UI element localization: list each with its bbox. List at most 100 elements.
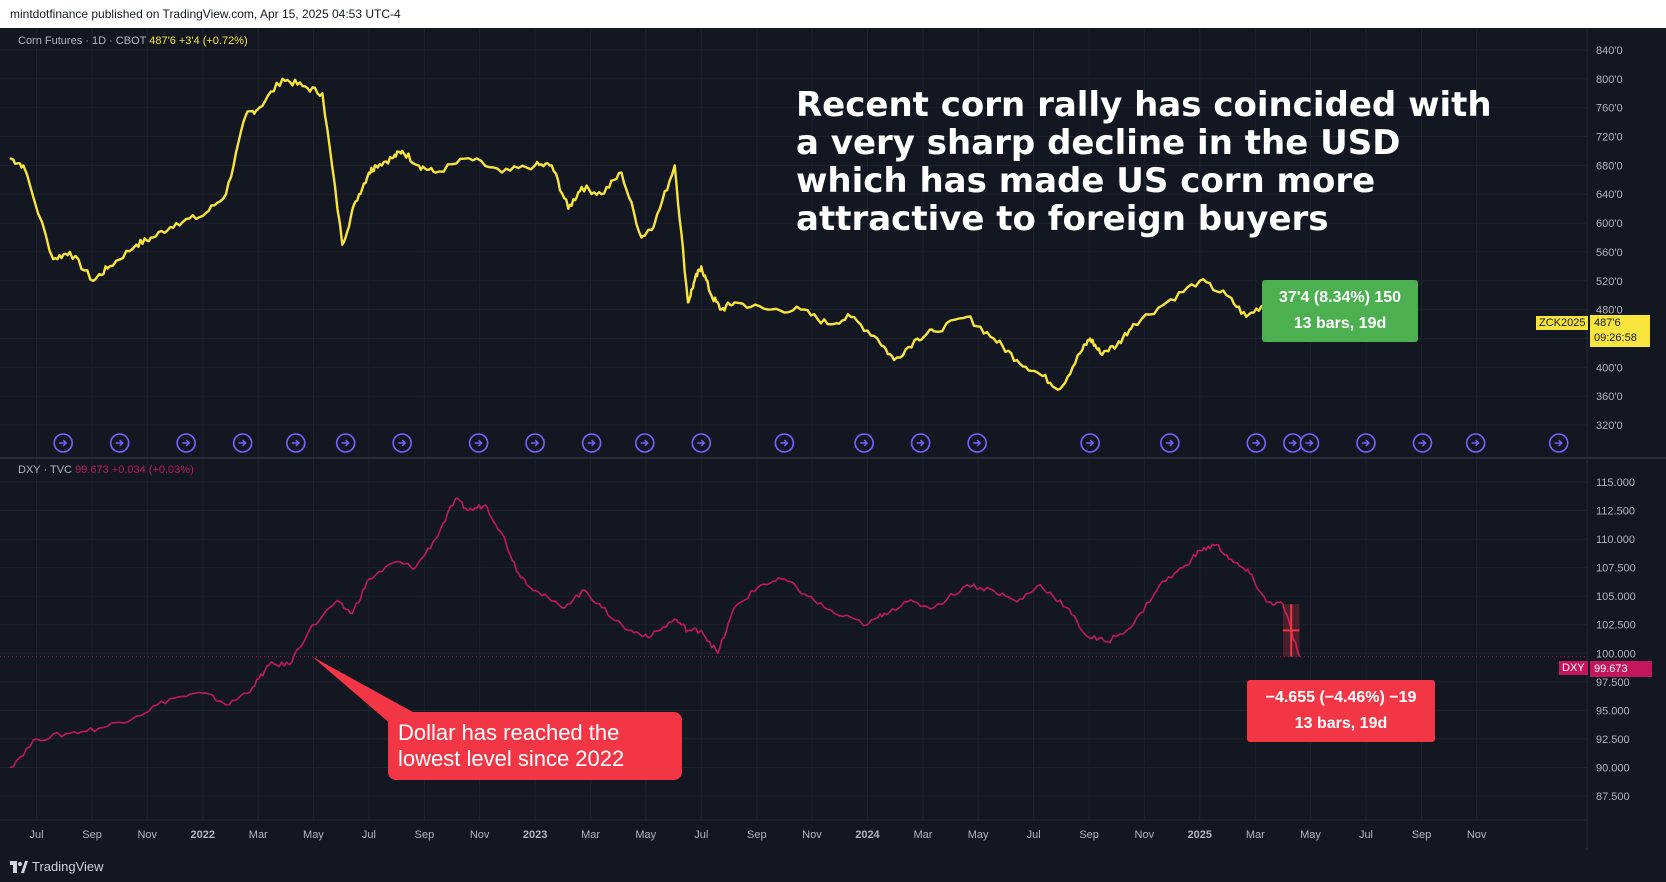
y-tick-label: 97.500 xyxy=(1596,677,1630,689)
dxy-measure-callout: −4.655 (−4.46%) −19 13 bars, 19d xyxy=(1247,680,1435,742)
corn-series-line xyxy=(9,77,1301,391)
x-tick-label: Mar xyxy=(581,829,600,841)
corn-legend-change: +3'4 (+0.72%) xyxy=(178,35,248,47)
x-tick-label: Mar xyxy=(249,829,268,841)
event-marker-icon[interactable] xyxy=(109,433,130,453)
x-tick-label: Nov xyxy=(1135,829,1155,841)
event-marker-icon[interactable] xyxy=(854,433,874,453)
tradingview-brand[interactable]: TradingView xyxy=(10,859,104,874)
corn-legend[interactable]: Corn Futures · 1D · CBOT 487'6 +3'4 (+0.… xyxy=(18,35,248,47)
x-tick-label: May xyxy=(635,829,656,841)
event-marker-icon[interactable] xyxy=(232,433,253,453)
y-tick-label: 105.000 xyxy=(1596,591,1636,603)
y-tick-label: 360'0 xyxy=(1596,391,1623,403)
y-tick-label: 560'0 xyxy=(1596,247,1623,259)
y-tick-label: 400'0 xyxy=(1596,362,1623,374)
y-tick-label: 760'0 xyxy=(1596,103,1623,115)
x-tick-label: Sep xyxy=(415,829,435,841)
corn-ticker-tag: ZCK2025 xyxy=(1536,316,1589,330)
event-marker-icon[interactable] xyxy=(525,433,545,453)
x-tick-label: Mar xyxy=(1246,829,1265,841)
y-tick-label: 100.000 xyxy=(1596,648,1636,660)
dxy-measure-line1: −4.655 (−4.46%) −19 xyxy=(1265,689,1417,706)
event-marker-icon[interactable] xyxy=(967,433,987,453)
x-tick-label: Mar xyxy=(913,829,932,841)
corn-legend-last: 487'6 xyxy=(149,35,176,47)
y-tick-label: 520'0 xyxy=(1596,276,1623,288)
event-marker-icon[interactable] xyxy=(1283,433,1303,453)
dxy-legend[interactable]: DXY · TVC 99.673 +0.034 (+0.03%) xyxy=(18,464,194,476)
corn-price-box: 487'6 09:26:58 xyxy=(1590,315,1650,347)
dxy-measure-line2: 13 bars, 19d xyxy=(1294,715,1388,732)
dxy-legend-change: +0.034 (+0.03%) xyxy=(111,464,194,476)
y-tick-label: 720'0 xyxy=(1596,132,1623,144)
y-tick-label: 110.000 xyxy=(1596,534,1635,546)
event-marker-icon[interactable] xyxy=(1356,433,1376,453)
x-tick-label: 2024 xyxy=(855,829,880,841)
y-tick-label: 600'0 xyxy=(1596,218,1623,230)
event-marker-icon[interactable] xyxy=(634,433,655,453)
x-tick-label: May xyxy=(1300,829,1321,841)
dxy-legend-name: DXY · TVC xyxy=(18,464,72,476)
drawing-layer xyxy=(0,299,1587,732)
y-tick-label: 87.500 xyxy=(1596,791,1630,803)
event-marker-icon[interactable] xyxy=(1412,433,1433,453)
y-tick-label: 840'0 xyxy=(1596,45,1623,57)
event-marker-icon[interactable] xyxy=(581,433,602,453)
y-tick-label: 115.000 xyxy=(1596,477,1635,489)
corn-measure-callout: 37'4 (8.34%) 150 13 bars, 19d xyxy=(1262,280,1418,342)
event-marker-icon[interactable] xyxy=(774,433,795,453)
y-tick-label: 480'0 xyxy=(1596,305,1623,317)
event-marker-icon[interactable] xyxy=(392,433,412,453)
x-tick-label: 2023 xyxy=(523,829,547,841)
tradingview-brand-label: TradingView xyxy=(32,859,104,874)
x-tick-label: May xyxy=(968,829,989,841)
event-marker-icon[interactable] xyxy=(176,433,196,453)
event-marker-icon[interactable] xyxy=(1246,433,1267,453)
y-tick-label: 320'0 xyxy=(1596,420,1623,432)
event-marker-icon[interactable] xyxy=(53,433,73,453)
series-layer xyxy=(9,77,1301,769)
dxy-price-box: 99.673 xyxy=(1590,661,1652,677)
x-tick-label: 2025 xyxy=(1188,829,1212,841)
dxy-price-last: 99.673 xyxy=(1594,663,1628,675)
event-marker-icon[interactable] xyxy=(335,433,356,453)
x-tick-label: Nov xyxy=(137,829,157,841)
event-marker-icon[interactable] xyxy=(910,433,931,453)
event-marker-icon[interactable] xyxy=(1080,433,1100,453)
event-marker-icon[interactable] xyxy=(1548,433,1569,453)
dxy-ticker-tag: DXY xyxy=(1559,661,1588,675)
y-tick-label: 92.500 xyxy=(1596,734,1630,746)
event-marker-icon[interactable] xyxy=(1299,433,1320,453)
y-tick-label: 640'0 xyxy=(1596,189,1623,201)
x-tick-label: 2022 xyxy=(191,829,215,841)
x-tick-label: Nov xyxy=(802,829,822,841)
chart-area[interactable]: 840'0 800'0 760'0 720'0 680'0 640'0 600'0 560'0… xyxy=(0,28,1666,850)
x-tick-label: Sep xyxy=(82,829,102,841)
axis-layer: 840'0 800'0 760'0 720'0 680'0 640'0 600'0 560'0… xyxy=(30,45,1636,841)
x-tick-label: May xyxy=(303,829,324,841)
corn-measure-line1: 37'4 (8.34%) 150 xyxy=(1278,289,1402,306)
marker-layer xyxy=(53,433,1569,453)
event-marker-icon[interactable] xyxy=(1465,433,1486,453)
footer-bar: TradingView xyxy=(0,850,1666,882)
y-tick-label: 95.000 xyxy=(1596,705,1630,717)
dxy-series-line xyxy=(9,497,1301,769)
event-marker-icon[interactable] xyxy=(468,433,489,453)
y-tick-label: 800'0 xyxy=(1596,74,1623,86)
event-marker-icon[interactable] xyxy=(691,433,712,453)
x-tick-label: Jul xyxy=(694,829,708,841)
y-tick-label: 680'0 xyxy=(1596,160,1623,172)
corn-measure-line2: 13 bars, 19d xyxy=(1293,315,1387,332)
x-tick-label: Jul xyxy=(1359,829,1373,841)
x-tick-label: Sep xyxy=(747,829,767,841)
x-tick-label: Jul xyxy=(362,829,376,841)
corn-price-last: 487'6 xyxy=(1594,317,1621,329)
dollar-note: Dollar has reached the lowest level sinc… xyxy=(388,712,682,780)
x-tick-label: Sep xyxy=(1412,829,1432,841)
event-marker-icon[interactable] xyxy=(1160,433,1180,453)
y-tick-label: 102.500 xyxy=(1596,620,1636,632)
publish-info: mintdotfinance published on TradingView.… xyxy=(10,7,401,21)
event-marker-icon[interactable] xyxy=(286,433,306,453)
dxy-legend-last: 99.673 xyxy=(75,464,109,476)
